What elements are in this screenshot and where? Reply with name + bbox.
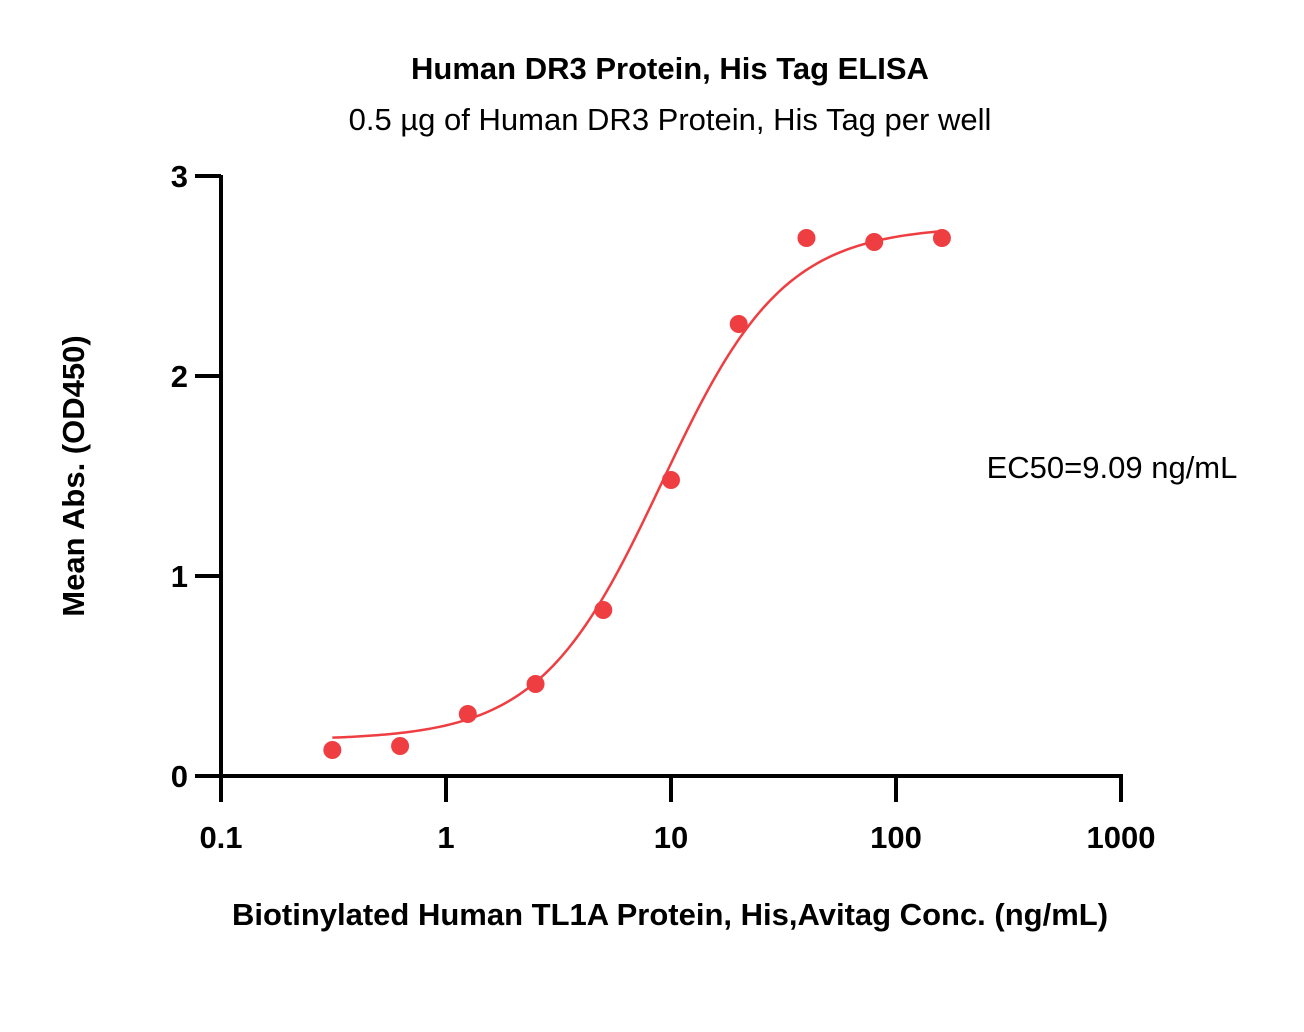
chart-subtitle: 0.5 µg of Human DR3 Protein, His Tag per… xyxy=(349,102,992,137)
x-tick-label: 10 xyxy=(654,820,688,855)
y-tick-label: 2 xyxy=(171,359,188,394)
x-ticks: 0.1 1 10 100 1000 xyxy=(199,776,1155,855)
y-tick-label: 3 xyxy=(171,159,188,194)
ec50-annotation: EC50=9.09 ng/mL xyxy=(987,450,1238,485)
data-points xyxy=(323,229,951,759)
x-tick-label: 1000 xyxy=(1087,820,1156,855)
x-tick-label: 1 xyxy=(437,820,454,855)
data-point xyxy=(797,229,816,247)
data-point xyxy=(526,675,545,693)
x-tick-label: 0.1 xyxy=(199,820,242,855)
data-point xyxy=(458,705,477,723)
y-ticks: 0 1 2 3 xyxy=(171,159,221,794)
chart-title: Human DR3 Protein, His Tag ELISA xyxy=(411,51,929,86)
data-point xyxy=(932,229,951,247)
data-point xyxy=(323,741,342,759)
x-axis-title: Biotinylated Human TL1A Protein, His,Avi… xyxy=(232,897,1108,932)
y-tick-label: 0 xyxy=(171,759,188,794)
data-point xyxy=(662,471,680,489)
x-tick-label: 100 xyxy=(870,820,922,855)
y-axis-title: Mean Abs. (OD450) xyxy=(56,335,91,616)
fit-curve xyxy=(332,229,943,739)
data-point xyxy=(391,737,410,755)
data-point xyxy=(729,315,748,333)
data-point xyxy=(594,601,613,619)
data-point xyxy=(865,233,884,251)
y-tick-label: 1 xyxy=(171,559,188,594)
